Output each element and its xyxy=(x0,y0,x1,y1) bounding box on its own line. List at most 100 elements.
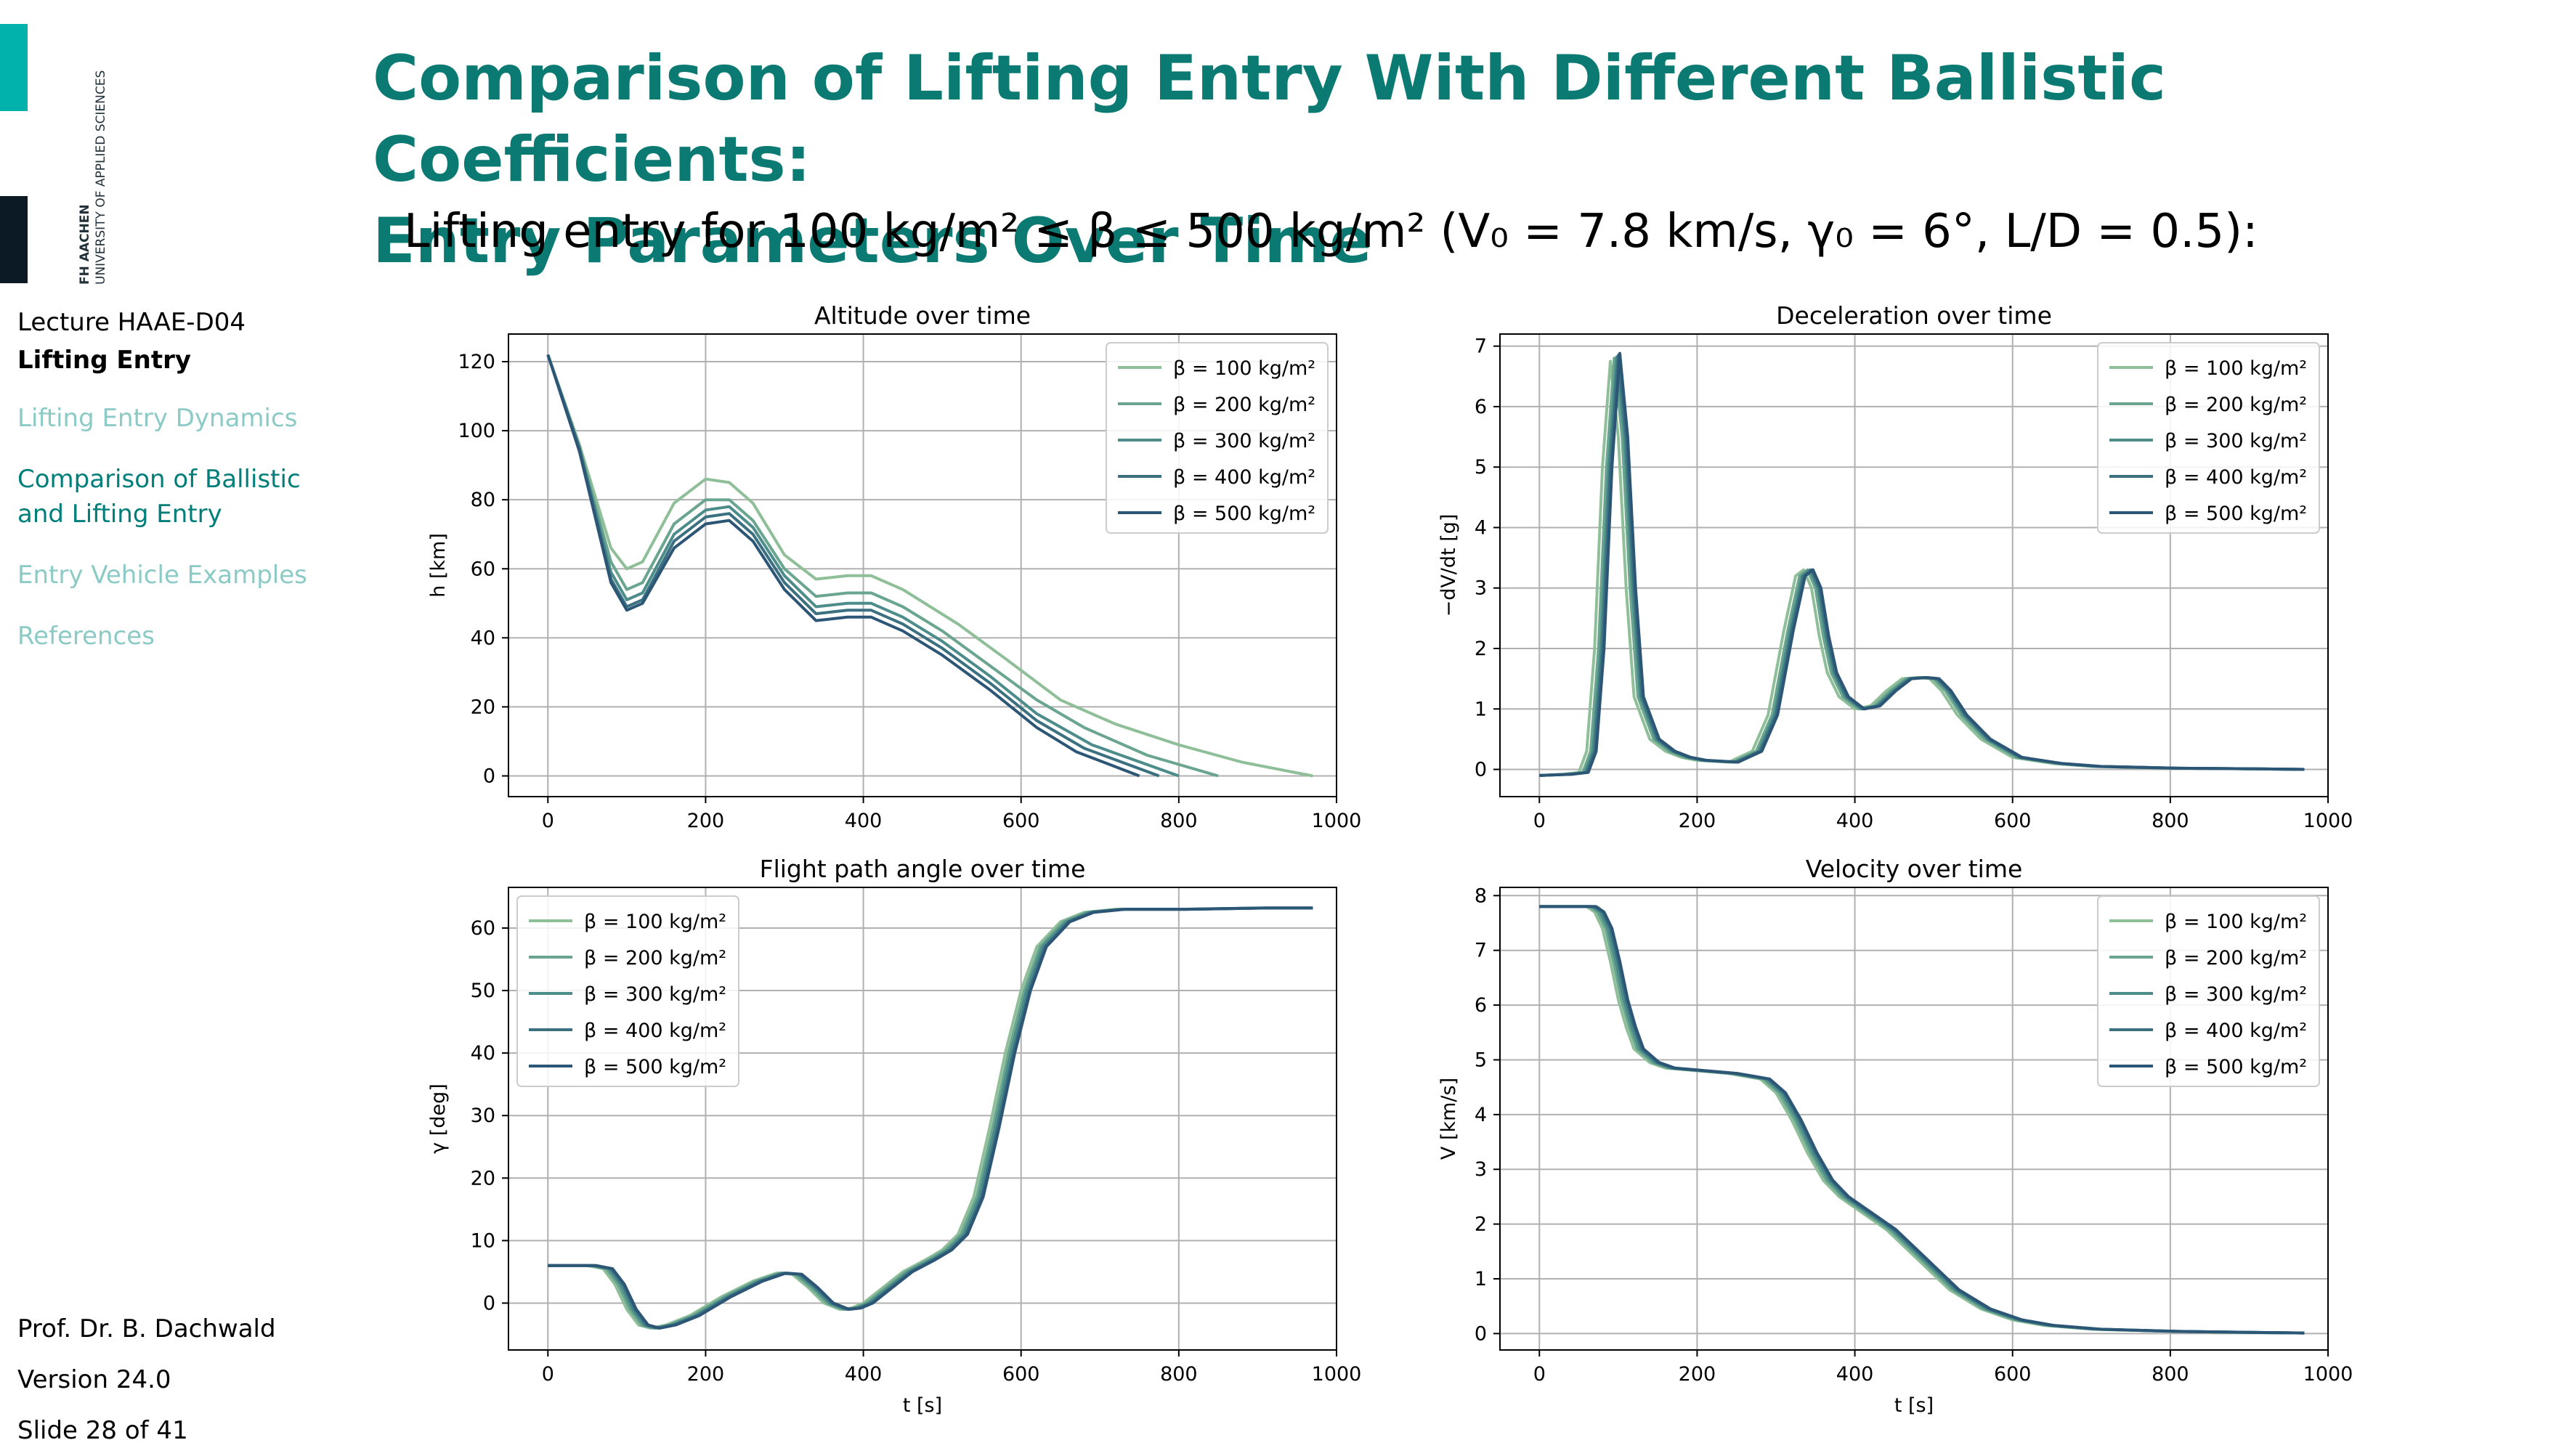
y-tick-label: 50 xyxy=(471,980,495,1002)
y-tick-label: 60 xyxy=(471,917,495,940)
chart-title: Deceleration over time xyxy=(1776,301,2052,330)
x-tick-label: 0 xyxy=(1533,810,1546,832)
legend-label: β = 100 kg/m² xyxy=(2165,911,2307,933)
logo-teal-block xyxy=(0,24,28,111)
x-tick-label: 400 xyxy=(1836,810,1874,832)
version: Version 24.0 xyxy=(17,1365,171,1394)
series-line-4 xyxy=(548,906,1313,1330)
chart-legend: β = 100 kg/m² β = 200 kg/m² β = 300 kg/m² β… xyxy=(516,895,739,1087)
x-tick-label: 600 xyxy=(1994,1363,2032,1386)
x-tick-label: 600 xyxy=(1002,810,1040,832)
sidebar-item-lifting-entry-dynamics[interactable]: Lifting Entry Dynamics xyxy=(17,404,298,433)
chart-title: Flight path angle over time xyxy=(760,855,1086,883)
chart-1: 0 200 400 600 800 1000 0 1 2 3 4 5 6 7 Deceleration ov… xyxy=(1437,301,2353,832)
y-axis-label: h [km] xyxy=(427,533,450,598)
series-line-3 xyxy=(546,354,1160,778)
legend-box xyxy=(2097,895,2320,1087)
lecture-code: Lecture HAAE-D04 xyxy=(17,308,246,337)
x-tick-label: 400 xyxy=(1836,1363,1874,1386)
x-tick-label: 800 xyxy=(2152,810,2189,832)
y-tick-label: 0 xyxy=(1475,759,1487,781)
y-tick-label: 30 xyxy=(471,1105,495,1127)
y-tick-label: 2 xyxy=(1475,638,1487,660)
plot-frame xyxy=(508,887,1337,1351)
sidebar-item-comparison[interactable]: Comparison of Ballistic and Lifting Entr… xyxy=(17,465,301,529)
legend-label: β = 500 kg/m² xyxy=(2165,1056,2307,1078)
legend-box xyxy=(516,895,739,1087)
legend-label: β = 200 kg/m² xyxy=(584,947,726,969)
x-axis-label: t [s] xyxy=(903,1394,942,1417)
x-tick-label: 400 xyxy=(845,810,883,832)
legend-label: β = 200 kg/m² xyxy=(2165,394,2307,416)
x-tick-label: 200 xyxy=(1679,1363,1716,1386)
slide-title-line2: Entry Parameters Over Time xyxy=(373,205,1372,277)
x-tick-label: 600 xyxy=(1994,810,2032,832)
chart-title: Altitude over time xyxy=(814,301,1031,330)
legend-label: β = 400 kg/m² xyxy=(1173,466,1315,489)
y-tick-label: 6 xyxy=(1475,396,1487,418)
x-tick-label: 600 xyxy=(1002,1363,1040,1386)
x-tick-label: 800 xyxy=(1160,810,1198,832)
y-tick-label: 120 xyxy=(458,351,495,373)
x-tick-label: 0 xyxy=(542,1363,554,1386)
y-tick-label: 4 xyxy=(1475,516,1487,539)
series-line-2 xyxy=(546,354,1180,778)
sidebar-nav: Lifting Entry Dynamics Comparison of Bal… xyxy=(17,401,337,654)
legend-label: β = 400 kg/m² xyxy=(2165,466,2307,489)
x-tick-label: 1000 xyxy=(2303,810,2353,832)
y-tick-label: 7 xyxy=(1475,940,1487,962)
plot-frame xyxy=(1499,887,2329,1351)
slide-subtitle: Lifting entry for 100 kg/m² ≤ β ≤ 500 kg… xyxy=(404,205,2258,259)
legend-label: β = 300 kg/m² xyxy=(2165,430,2307,452)
x-tick-label: 200 xyxy=(1679,810,1716,832)
slide-title: Comparison of Lifting Entry With Differe… xyxy=(373,38,2479,282)
logo-dark-block xyxy=(0,196,28,283)
author: Prof. Dr. B. Dachwald xyxy=(17,1314,276,1343)
legend-label: β = 200 kg/m² xyxy=(1173,394,1315,416)
y-tick-label: 80 xyxy=(471,489,495,511)
y-tick-label: 5 xyxy=(1475,1049,1487,1071)
y-tick-label: 2 xyxy=(1475,1213,1487,1236)
y-tick-label: 1 xyxy=(1475,1268,1487,1290)
x-tick-label: 1000 xyxy=(1312,810,1362,832)
y-axis-label: V [km/s] xyxy=(1437,1078,1460,1160)
chart-legend: β = 100 kg/m² β = 200 kg/m² β = 300 kg/m² β… xyxy=(1106,342,1329,534)
y-tick-label: 3 xyxy=(1475,1158,1487,1181)
sidebar-item-entry-vehicle-examples[interactable]: Entry Vehicle Examples xyxy=(17,561,307,590)
y-tick-label: 100 xyxy=(458,420,495,442)
legend-label: β = 100 kg/m² xyxy=(584,911,726,933)
series-line-1 xyxy=(546,354,1219,778)
legend-label: β = 400 kg/m² xyxy=(2165,1020,2307,1042)
x-tick-label: 200 xyxy=(687,810,725,832)
sidebar-item-references[interactable]: References xyxy=(17,622,155,651)
x-tick-label: 400 xyxy=(845,1363,883,1386)
y-tick-label: 20 xyxy=(471,1167,495,1189)
legend-label: β = 500 kg/m² xyxy=(584,1056,726,1078)
y-tick-label: 3 xyxy=(1475,577,1487,600)
series-line-4 xyxy=(1539,905,2305,1335)
y-tick-label: 40 xyxy=(471,1042,495,1065)
chart-2: 0 200 400 600 800 1000 0 10 20 30 40 50 60 Flight pat… xyxy=(427,855,1361,1417)
y-tick-label: 6 xyxy=(1475,994,1487,1017)
chart-0: 0 200 400 600 800 1000 0 20 40 60 80 100 120 Altitude… xyxy=(427,301,1361,832)
legend-box xyxy=(2097,342,2320,534)
legend-label: β = 100 kg/m² xyxy=(2165,357,2307,380)
legend-label: β = 300 kg/m² xyxy=(1173,430,1315,452)
y-tick-label: 0 xyxy=(1475,1322,1487,1345)
x-tick-label: 800 xyxy=(1160,1363,1198,1386)
y-tick-label: 0 xyxy=(483,765,495,787)
y-tick-label: 40 xyxy=(471,627,495,649)
legend-label: β = 500 kg/m² xyxy=(1173,503,1315,525)
y-tick-label: 8 xyxy=(1475,884,1487,907)
legend-box xyxy=(1106,342,1329,534)
series-line-4 xyxy=(1539,351,2305,777)
y-tick-label: 5 xyxy=(1475,456,1487,479)
slide-footer: Prof. Dr. B. Dachwald Version 24.0 Slide… xyxy=(17,1304,276,1456)
x-tick-label: 800 xyxy=(2152,1363,2189,1386)
x-tick-label: 0 xyxy=(542,810,554,832)
y-tick-label: 20 xyxy=(471,696,495,718)
x-tick-label: 1000 xyxy=(1312,1363,1362,1386)
legend-label: β = 100 kg/m² xyxy=(1173,357,1315,380)
lecture-title: Lifting Entry xyxy=(17,346,192,375)
